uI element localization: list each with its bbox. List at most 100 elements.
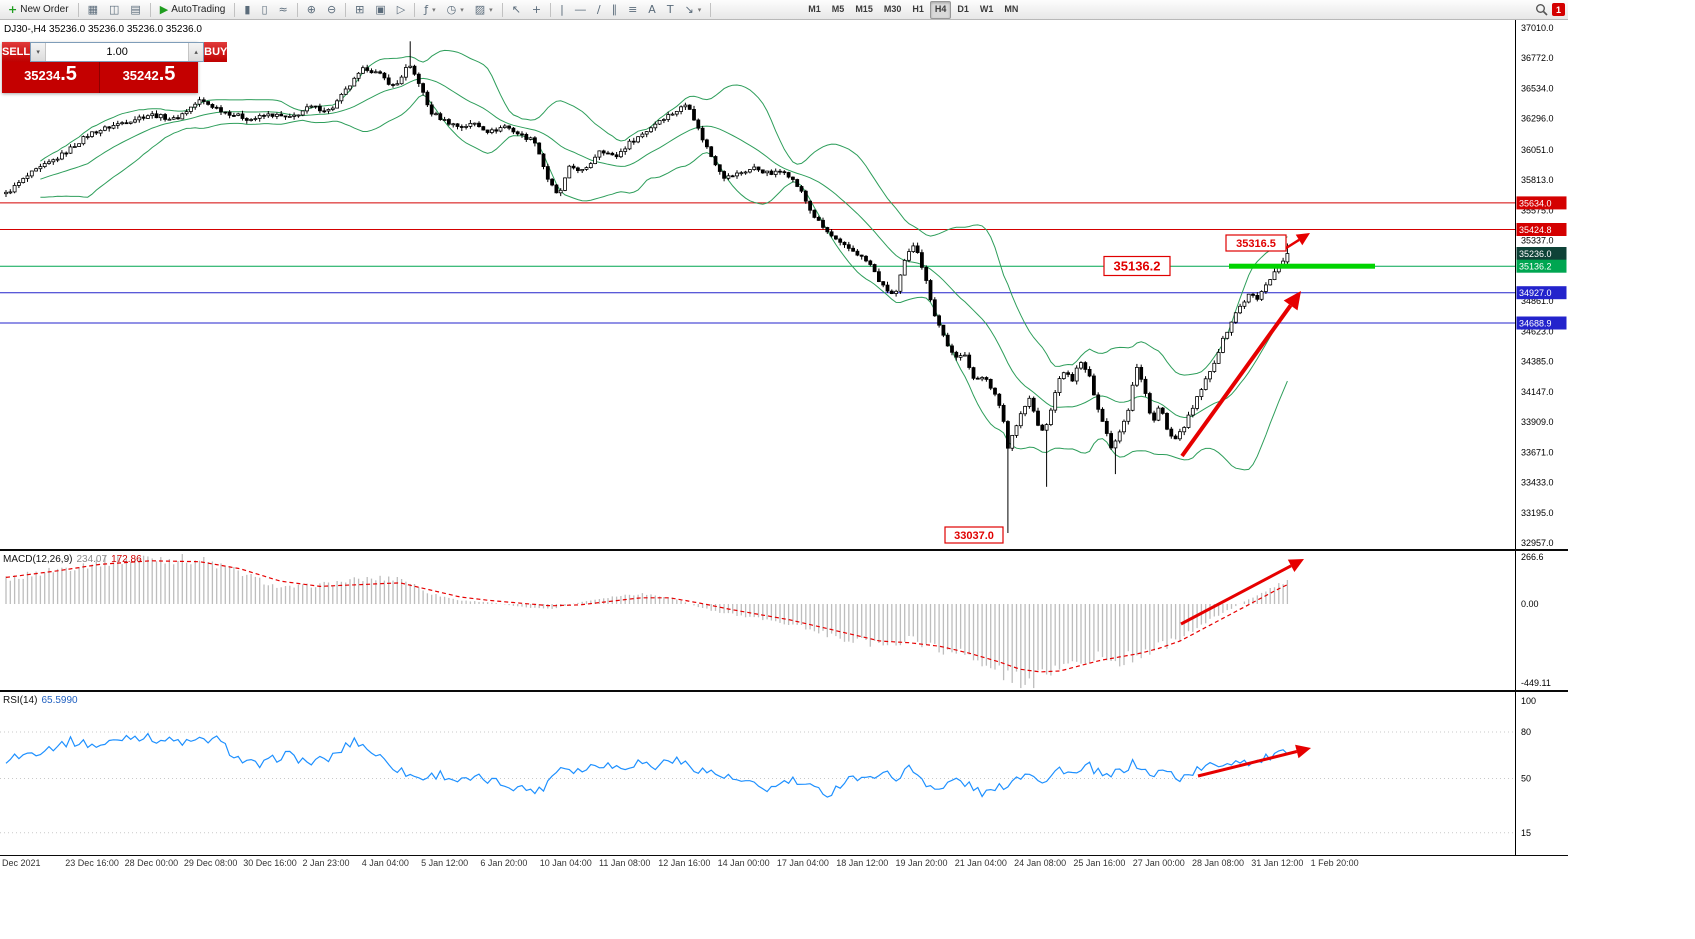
templates-icon[interactable]: ▨ ▾ — [470, 0, 498, 20]
svg-text:35575.0: 35575.0 — [1521, 205, 1554, 215]
date-label: 29 Dec 08:00 — [183, 858, 238, 868]
tile-windows-icon[interactable]: ⊞ — [350, 0, 369, 20]
vertical-line-icon: | — [560, 3, 564, 16]
svg-text:50: 50 — [1521, 774, 1531, 784]
label-icon: T — [666, 3, 674, 16]
one-click-trading-panel: SELL ▾ ▴ BUY 35234 .5 35242 .5 — [2, 42, 228, 93]
rsi-arrow[interactable] — [1197, 744, 1311, 778]
indicators-icon[interactable]: ƒ ▾ — [419, 0, 440, 20]
toolbar-separator — [234, 2, 236, 17]
zoom-in-icon: ⊕ — [306, 3, 316, 16]
price-annotations[interactable]: 35316.5 35136.2 33037.0 — [944, 234, 1287, 544]
label-icon[interactable]: T — [662, 0, 679, 20]
trend-arrows[interactable] — [1180, 233, 1310, 458]
fibonacci-icon[interactable]: ≡ — [623, 0, 642, 20]
svg-text:34927.0: 34927.0 — [1519, 288, 1552, 298]
svg-text:35236.0: 35236.0 — [1519, 249, 1552, 259]
date-label: 27 Jan 00:00 — [1132, 858, 1185, 868]
horizontal-line-icon[interactable]: ― — [570, 0, 591, 20]
dropdown-caret-icon[interactable]: ▾ — [460, 6, 464, 14]
main-chart-panel[interactable]: 35316.5 35136.2 33037.0 37010.0 36772.0 36534… — [0, 20, 1568, 549]
rsi-name: RSI(14) — [3, 695, 38, 706]
market-watch-icon[interactable]: ▦ — [83, 0, 103, 20]
timeframe-button-h1[interactable]: H1 — [912, 3, 924, 14]
date-label: 6 Jan 20:00 — [480, 858, 528, 868]
svg-text:34147.0: 34147.0 — [1521, 387, 1554, 397]
new-order-button-label: New Order — [20, 4, 69, 15]
candlestick-chart-icon[interactable]: ▯ — [256, 0, 272, 20]
svg-text:36772.0: 36772.0 — [1521, 53, 1554, 63]
rsi-panel[interactable]: 100 80 50 15 RSI(14) 65.5990 — [0, 690, 1568, 855]
autotrading-button[interactable]: ▶ AutoTrading — [155, 0, 231, 20]
svg-text:34861.0: 34861.0 — [1521, 296, 1554, 306]
templates-icon: ▨ — [474, 3, 486, 16]
macd-arrow[interactable] — [1180, 559, 1304, 626]
buy-button[interactable]: BUY — [204, 42, 228, 62]
date-axis[interactable]: Dec 2021 23 Dec 16:00 28 Dec 00:00 29 Dec 0… — [0, 855, 1568, 873]
sell-price[interactable]: 35234 .5 — [2, 62, 100, 93]
trendline-icon: ∕ — [596, 3, 601, 16]
volume-input[interactable] — [46, 43, 189, 61]
line-chart-icon[interactable]: ≈ — [274, 0, 293, 20]
timeframe-button-m30[interactable]: M30 — [883, 3, 902, 14]
timeframe-button-m1[interactable]: M1 — [808, 3, 821, 14]
periods-icon[interactable]: ◷ ▾ — [442, 0, 469, 20]
search-icon[interactable] — [1535, 3, 1548, 16]
trendline-icon[interactable]: ∕ — [592, 0, 606, 20]
rsi-label: RSI(14) 65.5990 — [3, 695, 78, 706]
toolbar-separator — [710, 2, 712, 17]
autotrading-button-label: AutoTrading — [171, 4, 226, 15]
zoom-in-icon[interactable]: ⊕ — [302, 0, 321, 20]
timeframe-button-h4[interactable]: H4 — [929, 0, 952, 19]
date-label: 23 Dec 16:00 — [65, 858, 119, 868]
macd-signal-line — [5, 560, 1288, 673]
channel-icon[interactable]: ∥ — [607, 0, 623, 20]
crosshair-icon[interactable]: + — [527, 0, 546, 20]
data-window-icon: ◫ — [108, 3, 120, 16]
macd-panel[interactable]: 266.6 0.00 -449.11 MACD(12,26,9) 234.07 172.… — [0, 549, 1568, 690]
macd-scale[interactable]: 266.6 0.00 -449.11 — [1521, 552, 1551, 688]
buy-price[interactable]: 35242 .5 — [100, 62, 198, 93]
timeframe-button-w1[interactable]: W1 — [979, 3, 994, 14]
notification-badge[interactable]: 1 — [1552, 3, 1565, 16]
chart-shift-icon[interactable]: ▷ — [392, 0, 410, 20]
dropdown-caret-icon[interactable]: ▾ — [432, 6, 436, 14]
price-chart[interactable]: 35316.5 35136.2 33037.0 37010.0 36772.0 36534… — [0, 20, 1568, 549]
cursor-icon[interactable]: ↖ — [507, 0, 526, 20]
price-scale[interactable]: 37010.0 36772.0 36534.0 36296.0 36051.0 35813… — [1516, 23, 1567, 548]
navigator-icon[interactable]: ▤ — [125, 0, 145, 20]
timeframe-button-m15[interactable]: M15 — [855, 3, 873, 14]
auto-arrange-icon[interactable]: ▣ — [370, 0, 390, 20]
rsi-line — [5, 732, 1288, 798]
dropdown-caret-icon[interactable]: ▾ — [489, 6, 493, 14]
toolbar-separator — [296, 2, 298, 17]
rsi-scale[interactable]: 100 80 50 15 — [1521, 696, 1536, 838]
volume-down-button[interactable]: ▾ — [31, 43, 47, 61]
bar-chart-icon[interactable]: ▮ — [239, 0, 255, 20]
volume-up-button[interactable]: ▴ — [188, 43, 204, 61]
bollinger-bands — [40, 49, 1288, 471]
fibonacci-icon: ≡ — [628, 3, 638, 16]
text-icon[interactable]: A — [643, 0, 661, 20]
macd-chart[interactable]: 266.6 0.00 -449.11 — [0, 551, 1568, 690]
arrow-objects-icon[interactable]: ↘ ▾ — [680, 0, 707, 20]
svg-text:33671.0: 33671.0 — [1521, 447, 1554, 457]
timeframe-button-mn[interactable]: MN — [1004, 3, 1019, 14]
toolbar-separator — [550, 2, 552, 17]
support-zone[interactable] — [1229, 263, 1375, 269]
date-label: 5 Jan 12:00 — [421, 858, 469, 868]
vertical-line-icon[interactable]: | — [555, 0, 569, 20]
rsi-chart[interactable]: 100 80 50 15 — [0, 692, 1568, 855]
rsi-value: 65.5990 — [41, 695, 78, 706]
svg-text:35136.2: 35136.2 — [1114, 259, 1161, 274]
data-window-icon[interactable]: ◫ — [104, 0, 124, 20]
zoom-out-icon[interactable]: ⊖ — [322, 0, 341, 20]
line-chart-icon: ≈ — [278, 3, 288, 16]
new-order-button[interactable]: + New Order — [3, 0, 74, 20]
date-label: Dec 2021 — [2, 858, 41, 868]
chart-ohlc-label: DJ30-,H4 35236.0 35236.0 35236.0 35236.0 — [4, 24, 202, 35]
sell-button[interactable]: SELL — [2, 42, 31, 62]
timeframe-button-d1[interactable]: D1 — [957, 3, 969, 14]
timeframe-button-m5[interactable]: M5 — [831, 3, 845, 14]
dropdown-caret-icon[interactable]: ▾ — [697, 6, 702, 14]
